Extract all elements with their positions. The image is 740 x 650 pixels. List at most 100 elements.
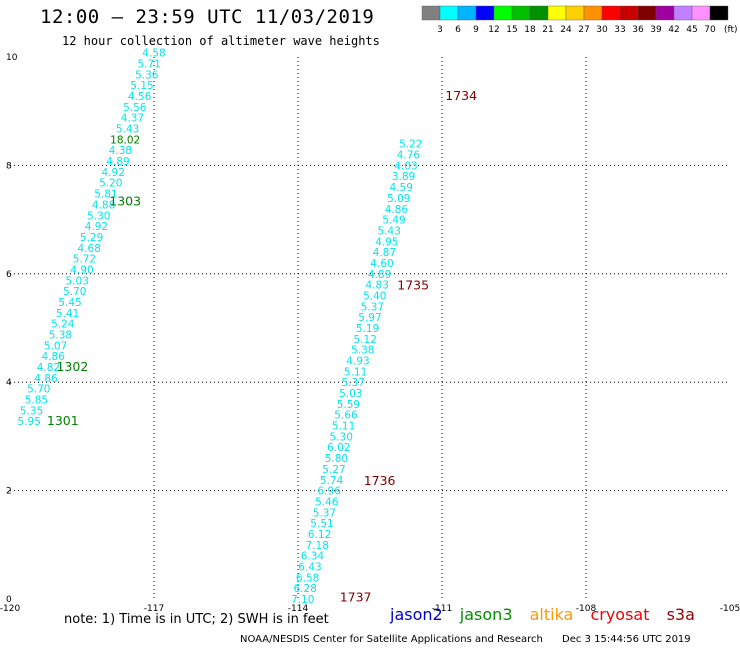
time-label: 1734: [445, 88, 477, 103]
wave-height-value: 5.70: [63, 286, 86, 298]
wave-height-value: 5.35: [20, 405, 43, 417]
wave-height-value: 5.03: [66, 275, 89, 287]
wave-height-value: 4.95: [375, 236, 398, 248]
wave-height-value: 6.02: [327, 442, 350, 454]
time-label: 1737: [340, 589, 372, 604]
x-tick-label: -111: [432, 604, 452, 614]
legend-label: 24: [560, 25, 572, 35]
wave-height-value: 5.56: [123, 102, 147, 114]
wave-height-value: 4.90: [70, 264, 93, 276]
wave-height-value: 5.51: [310, 518, 333, 530]
wave-height-value: 4.56: [128, 91, 152, 103]
color-legend: 3 6 9 12 15 18 21 24 27 30 33 36 39 42 45 70 (ft): [421, 5, 738, 35]
x-tick-label: -120: [0, 604, 20, 614]
wave-height-value: 5.66: [334, 410, 358, 422]
wave-height-value: 4.03: [394, 160, 417, 172]
wave-height-value: 5.11: [332, 421, 355, 433]
legend-swatch: [709, 5, 729, 21]
wave-height-value: 5.37: [342, 377, 365, 389]
legend-label: 9: [473, 25, 479, 35]
wave-height-value: 5.22: [399, 139, 422, 151]
legend-label: 39: [650, 25, 662, 35]
wave-height-value: 6.43: [298, 561, 321, 573]
x-tick-label: -117: [144, 604, 164, 614]
wave-height-value: 5.95: [18, 416, 41, 428]
y-tick-label: 0: [6, 595, 12, 605]
wave-height-value: 4.68: [78, 243, 101, 255]
legend-label: 45: [686, 25, 697, 35]
wave-height-value: 5.12: [354, 334, 377, 346]
wave-height-value: 5.97: [358, 312, 381, 324]
wave-height-value: 5.11: [344, 366, 367, 378]
wave-height-value: 5.74: [320, 475, 344, 487]
x-tick-label: -108: [576, 604, 597, 614]
footer: NOAA/NESDIS Center for Satellite Applica…: [240, 634, 691, 645]
footer-credit: NOAA/NESDIS Center for Satellite Applica…: [240, 634, 543, 645]
legend-label: 42: [668, 25, 679, 35]
wave-height-value: 4.89: [368, 269, 391, 281]
wave-height-value: 4.86: [34, 373, 58, 385]
wave-height-value: 5.07: [44, 340, 67, 352]
wave-height-value: 4.59: [390, 182, 413, 194]
wave-height-value: 4.89: [106, 156, 129, 168]
time-label: 1735: [397, 278, 429, 293]
footer-timestamp: Dec 3 15:44:56 UTC 2019: [562, 634, 691, 645]
legend-label: 15: [506, 25, 517, 35]
legend-label: 30: [596, 25, 608, 35]
wave-height-value: 18.02: [110, 134, 140, 146]
y-tick-label: 6: [6, 270, 12, 280]
wave-height-value: 5.43: [116, 124, 139, 136]
wave-height-value: 4.58: [142, 48, 165, 60]
legend-label: 33: [614, 25, 625, 35]
wave-height-value: 4.87: [373, 247, 396, 259]
footnote: note: 1) Time is in UTC; 2) SWH is in fe…: [64, 612, 329, 627]
legend-label: 70: [704, 25, 716, 35]
wave-height-value: 4.93: [346, 356, 369, 368]
legend-label: 12: [488, 25, 499, 35]
wave-height-value: 4.82: [37, 362, 60, 374]
wave-height-value: 5.46: [315, 496, 339, 508]
satellite-legend: jason2 jason3 altika cryosat s3a: [390, 605, 707, 624]
x-tick-label: -105: [720, 604, 740, 614]
wave-height-value: 5.80: [325, 453, 348, 465]
legend-label: 21: [542, 25, 553, 35]
wave-height-value: 5.20: [99, 178, 122, 190]
wave-height-value: 5.37: [361, 301, 384, 313]
wave-height-value: 5.24: [51, 319, 75, 331]
wave-height-value: 5.36: [135, 69, 159, 81]
wave-height-value: 4.60: [370, 258, 393, 270]
wave-height-value: 5.30: [330, 431, 353, 443]
wave-height-value: 5.45: [58, 297, 81, 309]
wave-height-value: 5.29: [80, 232, 103, 244]
wave-height-value: 5.81: [94, 189, 117, 201]
wave-height-value: 5.85: [25, 395, 48, 407]
wave-height-value: 5.37: [313, 507, 336, 519]
satellite-jason2: jason2: [390, 605, 443, 624]
time-label: 1302: [56, 359, 88, 374]
wave-height-value: 5.59: [337, 399, 360, 411]
wave-height-value: 4.38: [109, 145, 132, 157]
legend-label: 3: [437, 25, 443, 35]
y-tick-label: 8: [6, 161, 12, 171]
wave-height-value: 5.03: [339, 388, 362, 400]
wave-height-value: 5.09: [387, 193, 410, 205]
legend-label: 36: [632, 25, 644, 35]
wave-height-value: 4.37: [121, 113, 144, 125]
legend-label: 6: [455, 25, 461, 35]
wave-height-value: 6.58: [296, 572, 319, 584]
wave-height-value: 5.41: [56, 308, 79, 320]
wave-height-value: 6.12: [308, 529, 331, 541]
wave-height-value: 6.96: [318, 486, 342, 498]
wave-height-value: 5.19: [356, 323, 379, 335]
satellite-s3a: s3a: [666, 605, 695, 624]
legend-unit: (ft): [724, 25, 738, 35]
wave-height-value: 5.49: [382, 215, 405, 227]
wave-height-value: 3.89: [392, 171, 415, 183]
y-tick-label: 2: [6, 487, 12, 497]
map-subtitle: 12 hour collection of altimeter wave hei…: [62, 34, 380, 48]
wave-height-value: 5.30: [87, 210, 110, 222]
wave-height-value: 4.86: [42, 351, 66, 363]
satellite-altika: altika: [529, 605, 574, 624]
wave-height-value: 5.38: [49, 330, 72, 342]
